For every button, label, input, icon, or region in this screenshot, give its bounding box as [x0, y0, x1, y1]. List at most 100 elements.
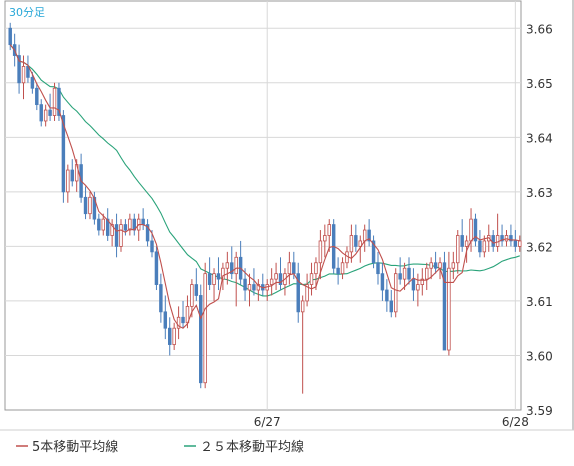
candle-up: [420, 278, 425, 285]
ma5-line: [9, 44, 520, 329]
candle-down: [389, 300, 394, 313]
candle-up: [345, 251, 349, 264]
candle-down: [460, 235, 464, 247]
candle-up: [451, 262, 456, 269]
candle-down: [123, 224, 128, 231]
candle-up: [447, 267, 451, 351]
candle-down: [154, 251, 159, 285]
candle-up: [247, 284, 252, 291]
candle-down: [292, 262, 296, 275]
candle-up: [221, 267, 225, 280]
candle-down: [70, 169, 74, 182]
candle-down: [278, 273, 283, 285]
candle-up: [456, 235, 460, 264]
candle-down: [8, 27, 12, 46]
candle-down: [376, 262, 380, 275]
candle-up: [340, 262, 345, 275]
candle-up: [438, 262, 442, 269]
candle-up: [234, 256, 238, 275]
candle-down: [141, 218, 145, 225]
candle-down: [411, 278, 416, 291]
ma5-series: [9, 44, 520, 329]
candle-down: [61, 115, 66, 193]
candle-up: [504, 235, 509, 242]
candle-down: [194, 284, 199, 296]
candle-down: [30, 76, 35, 89]
candle-up: [300, 300, 305, 313]
candle-up: [21, 66, 26, 84]
candle-down: [380, 273, 385, 291]
candle-down: [35, 87, 39, 106]
candle-down: [83, 196, 88, 215]
candle-up: [323, 235, 327, 242]
candle-down: [163, 311, 168, 329]
legend: 5本移動平均線 ２５本移動平均線: [16, 439, 304, 455]
candle-down: [252, 284, 256, 291]
candle-down: [207, 273, 212, 285]
candle-down: [243, 278, 247, 291]
candle-down: [296, 273, 300, 313]
y-tick-label: 3.60: [526, 349, 553, 363]
candle-up: [172, 327, 176, 345]
candle-down: [159, 284, 163, 313]
candle-up: [225, 262, 230, 269]
y-tick-label: 3.65: [526, 77, 553, 91]
candle-down: [48, 109, 52, 116]
candle-up: [518, 240, 522, 247]
candle-down: [354, 235, 358, 247]
candle-up: [203, 273, 207, 384]
candle-up: [212, 273, 216, 285]
candle-up: [52, 87, 57, 116]
candle-up: [314, 262, 318, 275]
y-tick-label: 3.59: [526, 404, 553, 418]
x-tick-label: 6/27: [254, 415, 281, 429]
y-tick-label: 3.63: [526, 186, 553, 200]
candle-down: [216, 273, 221, 280]
candle-up: [358, 240, 362, 247]
candle-down: [39, 104, 43, 122]
candle-up: [176, 316, 181, 329]
candle-up: [425, 267, 429, 280]
candle-down: [491, 235, 495, 247]
candle-down: [385, 289, 389, 302]
candle-up: [101, 218, 105, 231]
legend-label: 5本移動平均線: [32, 439, 118, 455]
y-tick-label: 3.66: [526, 22, 553, 36]
candle-up: [110, 224, 114, 236]
candle-down: [97, 218, 101, 231]
candle-up: [287, 262, 292, 275]
candle-up: [349, 235, 354, 253]
candle-up: [88, 196, 92, 215]
candle-down: [168, 327, 172, 345]
x-tick-label: 6/28: [502, 415, 529, 429]
candle-down: [371, 240, 376, 264]
candle-up: [464, 240, 469, 247]
candle-down: [509, 235, 513, 242]
candle-down: [500, 235, 504, 242]
candle-up: [402, 267, 407, 280]
legend-label: ２５本移動平均線: [200, 439, 304, 455]
candle-up: [190, 284, 194, 307]
candle-down: [230, 262, 234, 275]
candle-up: [305, 284, 309, 302]
axes: 3.66 3.65 3.64 3.63 3.62 3.61 3.60 3.59 6/27 6/28: [254, 22, 553, 429]
candle-up: [43, 109, 48, 122]
candle-down: [57, 87, 61, 116]
candle-up: [416, 284, 420, 291]
candle-up: [482, 240, 487, 253]
candle-up: [269, 278, 274, 285]
candle-up: [309, 273, 314, 285]
candle-down: [433, 262, 438, 269]
candle-up: [469, 218, 473, 242]
candle-down: [398, 273, 402, 280]
candle-up: [327, 224, 331, 236]
candle-down: [513, 240, 518, 247]
candle-down: [150, 240, 154, 253]
timeframe-label: 30分足: [9, 6, 45, 19]
candle-down: [181, 316, 185, 324]
candle-down: [442, 262, 447, 351]
candle-down: [336, 267, 340, 275]
candle-up: [256, 284, 261, 291]
candle-up: [429, 262, 433, 269]
